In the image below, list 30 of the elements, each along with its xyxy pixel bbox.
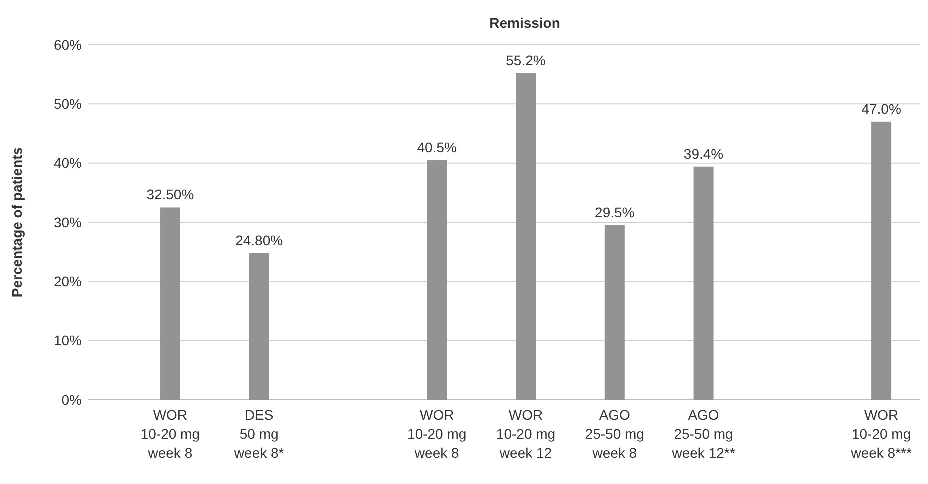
y-tick-label: 10% [54, 332, 82, 349]
x-tick-label: WOR 10-20 mg week 8*** [850, 407, 912, 461]
y-tick-label: 0% [62, 392, 82, 408]
bar [160, 208, 180, 400]
y-tick-label: 20% [54, 274, 82, 290]
x-tick-label: AGO 25-50 mg week 12** [671, 407, 736, 461]
bar [604, 225, 625, 400]
bar [516, 73, 536, 400]
chart-title: Remission [490, 15, 560, 31]
y-tick-label: 60% [54, 36, 82, 53]
data-label: 39.4% [684, 146, 724, 162]
y-tick-label: 30% [54, 214, 82, 230]
data-label: 40.5% [417, 139, 457, 156]
bar [872, 122, 892, 400]
x-tick-label: WOR 10-20 mg week 8 [140, 407, 200, 461]
data-label: 32.50% [146, 186, 194, 203]
data-label: 29.5% [595, 204, 635, 220]
bar [427, 160, 448, 400]
bar [249, 253, 270, 400]
y-tick-label: 50% [54, 96, 82, 112]
data-label: 55.2% [506, 52, 546, 68]
x-tick-label: AGO 25-50 mg week 8 [585, 407, 644, 461]
y-tick-label: 40% [54, 155, 82, 172]
x-tick-label: DES 50 mg week 8* [233, 407, 285, 461]
x-tick-label: WOR 10-20 mg week 8 [408, 407, 467, 461]
y-axis-title: Percentage of patients [9, 147, 25, 298]
data-label: 24.80% [236, 232, 284, 248]
data-label: 47.0% [862, 100, 902, 117]
x-tick-label: WOR 10-20 mg week 12 [496, 407, 556, 461]
bar [694, 166, 714, 400]
